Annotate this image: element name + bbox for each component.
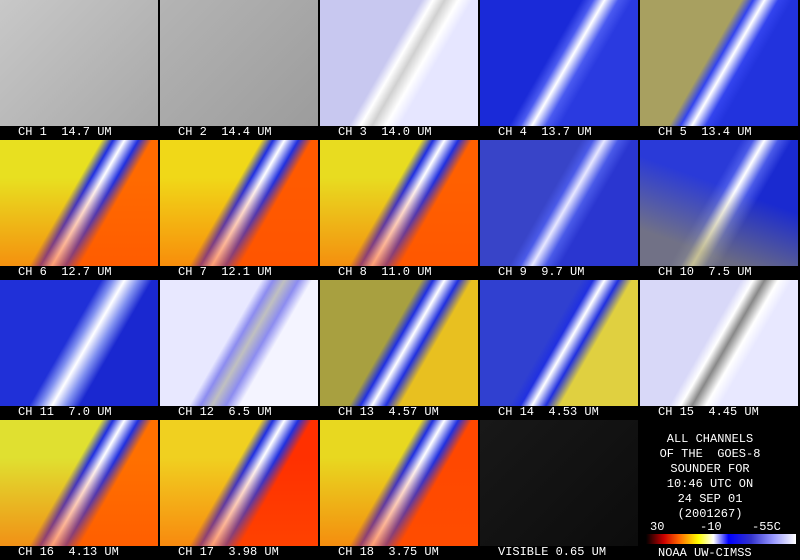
channel-image xyxy=(160,420,318,546)
channel-label: CH 15 4.45 UM xyxy=(658,405,759,419)
info-line: 24 SEP 01 xyxy=(677,492,743,506)
channel-image xyxy=(160,280,318,406)
channel-panel: CH 2 14.4 UM xyxy=(160,0,318,140)
channel-image xyxy=(480,0,638,126)
channel-image xyxy=(0,0,158,126)
channel-panel: CH 10 7.5 UM xyxy=(640,140,798,280)
channel-label: CH 7 12.1 UM xyxy=(178,265,272,279)
channel-image xyxy=(480,420,638,546)
channel-panel: CH 5 13.4 UM xyxy=(640,0,798,140)
channel-image xyxy=(160,140,318,266)
channel-label: CH 1 14.7 UM xyxy=(18,125,112,139)
channel-panel: CH 6 12.7 UM xyxy=(0,140,158,280)
channel-panel: CH 7 12.1 UM xyxy=(160,140,318,280)
channel-label: CH 14 4.53 UM xyxy=(498,405,599,419)
channel-label: CH 17 3.98 UM xyxy=(178,545,279,559)
channel-label: CH 4 13.7 UM xyxy=(498,125,592,139)
channel-image xyxy=(480,280,638,406)
channel-label: CH 2 14.4 UM xyxy=(178,125,272,139)
channel-panel: CH 16 4.13 UM xyxy=(0,420,158,560)
channel-image xyxy=(480,140,638,266)
channel-image xyxy=(0,420,158,546)
channel-image xyxy=(0,140,158,266)
channel-panel: CH 4 13.7 UM xyxy=(480,0,638,140)
channel-label: CH 6 12.7 UM xyxy=(18,265,112,279)
channel-image xyxy=(320,280,478,406)
info-line: ALL CHANNELS xyxy=(666,432,754,446)
scale-label: -10 xyxy=(700,520,722,534)
channel-panel: CH 8 11.0 UM xyxy=(320,140,478,280)
info-line: (2001267) xyxy=(677,507,743,521)
credit: NOAA UW-CIMSS xyxy=(658,546,752,560)
channel-panel: CH 14 4.53 UM xyxy=(480,280,638,420)
channel-panel: CH 18 3.75 UM xyxy=(320,420,478,560)
channel-label: CH 3 14.0 UM xyxy=(338,125,432,139)
channel-label: CH 10 7.5 UM xyxy=(658,265,752,279)
channel-label: CH 16 4.13 UM xyxy=(18,545,119,559)
channel-label: CH 12 6.5 UM xyxy=(178,405,272,419)
channel-label: CH 11 7.0 UM xyxy=(18,405,112,419)
color-bar xyxy=(646,534,796,544)
channel-image xyxy=(640,280,798,406)
channel-label: CH 5 13.4 UM xyxy=(658,125,752,139)
channel-panel: CH 3 14.0 UM xyxy=(320,0,478,140)
channel-image xyxy=(320,140,478,266)
channel-image xyxy=(320,0,478,126)
channel-label: CH 13 4.57 UM xyxy=(338,405,439,419)
channel-panel: VISIBLE 0.65 UM xyxy=(480,420,638,560)
scale-label: 30 xyxy=(650,520,665,534)
info-panel: ALL CHANNELS OF THE GOES-8 SOUNDER FOR 1… xyxy=(640,420,800,560)
scale-label: -55C xyxy=(752,520,781,534)
channel-image xyxy=(640,0,798,126)
channel-panel: CH 15 4.45 UM xyxy=(640,280,798,420)
info-line: 10:46 UTC ON xyxy=(666,477,754,491)
channel-panel: CH 1 14.7 UM xyxy=(0,0,158,140)
info-line: OF THE GOES-8 xyxy=(659,447,761,461)
channel-label: CH 9 9.7 UM xyxy=(498,265,585,279)
channel-panel: CH 13 4.57 UM xyxy=(320,280,478,420)
channel-panel: CH 17 3.98 UM xyxy=(160,420,318,560)
channel-image xyxy=(320,420,478,546)
info-line: SOUNDER FOR xyxy=(670,462,750,476)
channel-image xyxy=(160,0,318,126)
channel-label: VISIBLE 0.65 UM xyxy=(498,545,607,559)
channel-label: CH 8 11.0 UM xyxy=(338,265,432,279)
channel-panel: CH 12 6.5 UM xyxy=(160,280,318,420)
channel-label: CH 18 3.75 UM xyxy=(338,545,439,559)
channel-panel: CH 9 9.7 UM xyxy=(480,140,638,280)
channel-image xyxy=(640,140,798,266)
channel-image xyxy=(0,280,158,406)
channel-panel: CH 11 7.0 UM xyxy=(0,280,158,420)
